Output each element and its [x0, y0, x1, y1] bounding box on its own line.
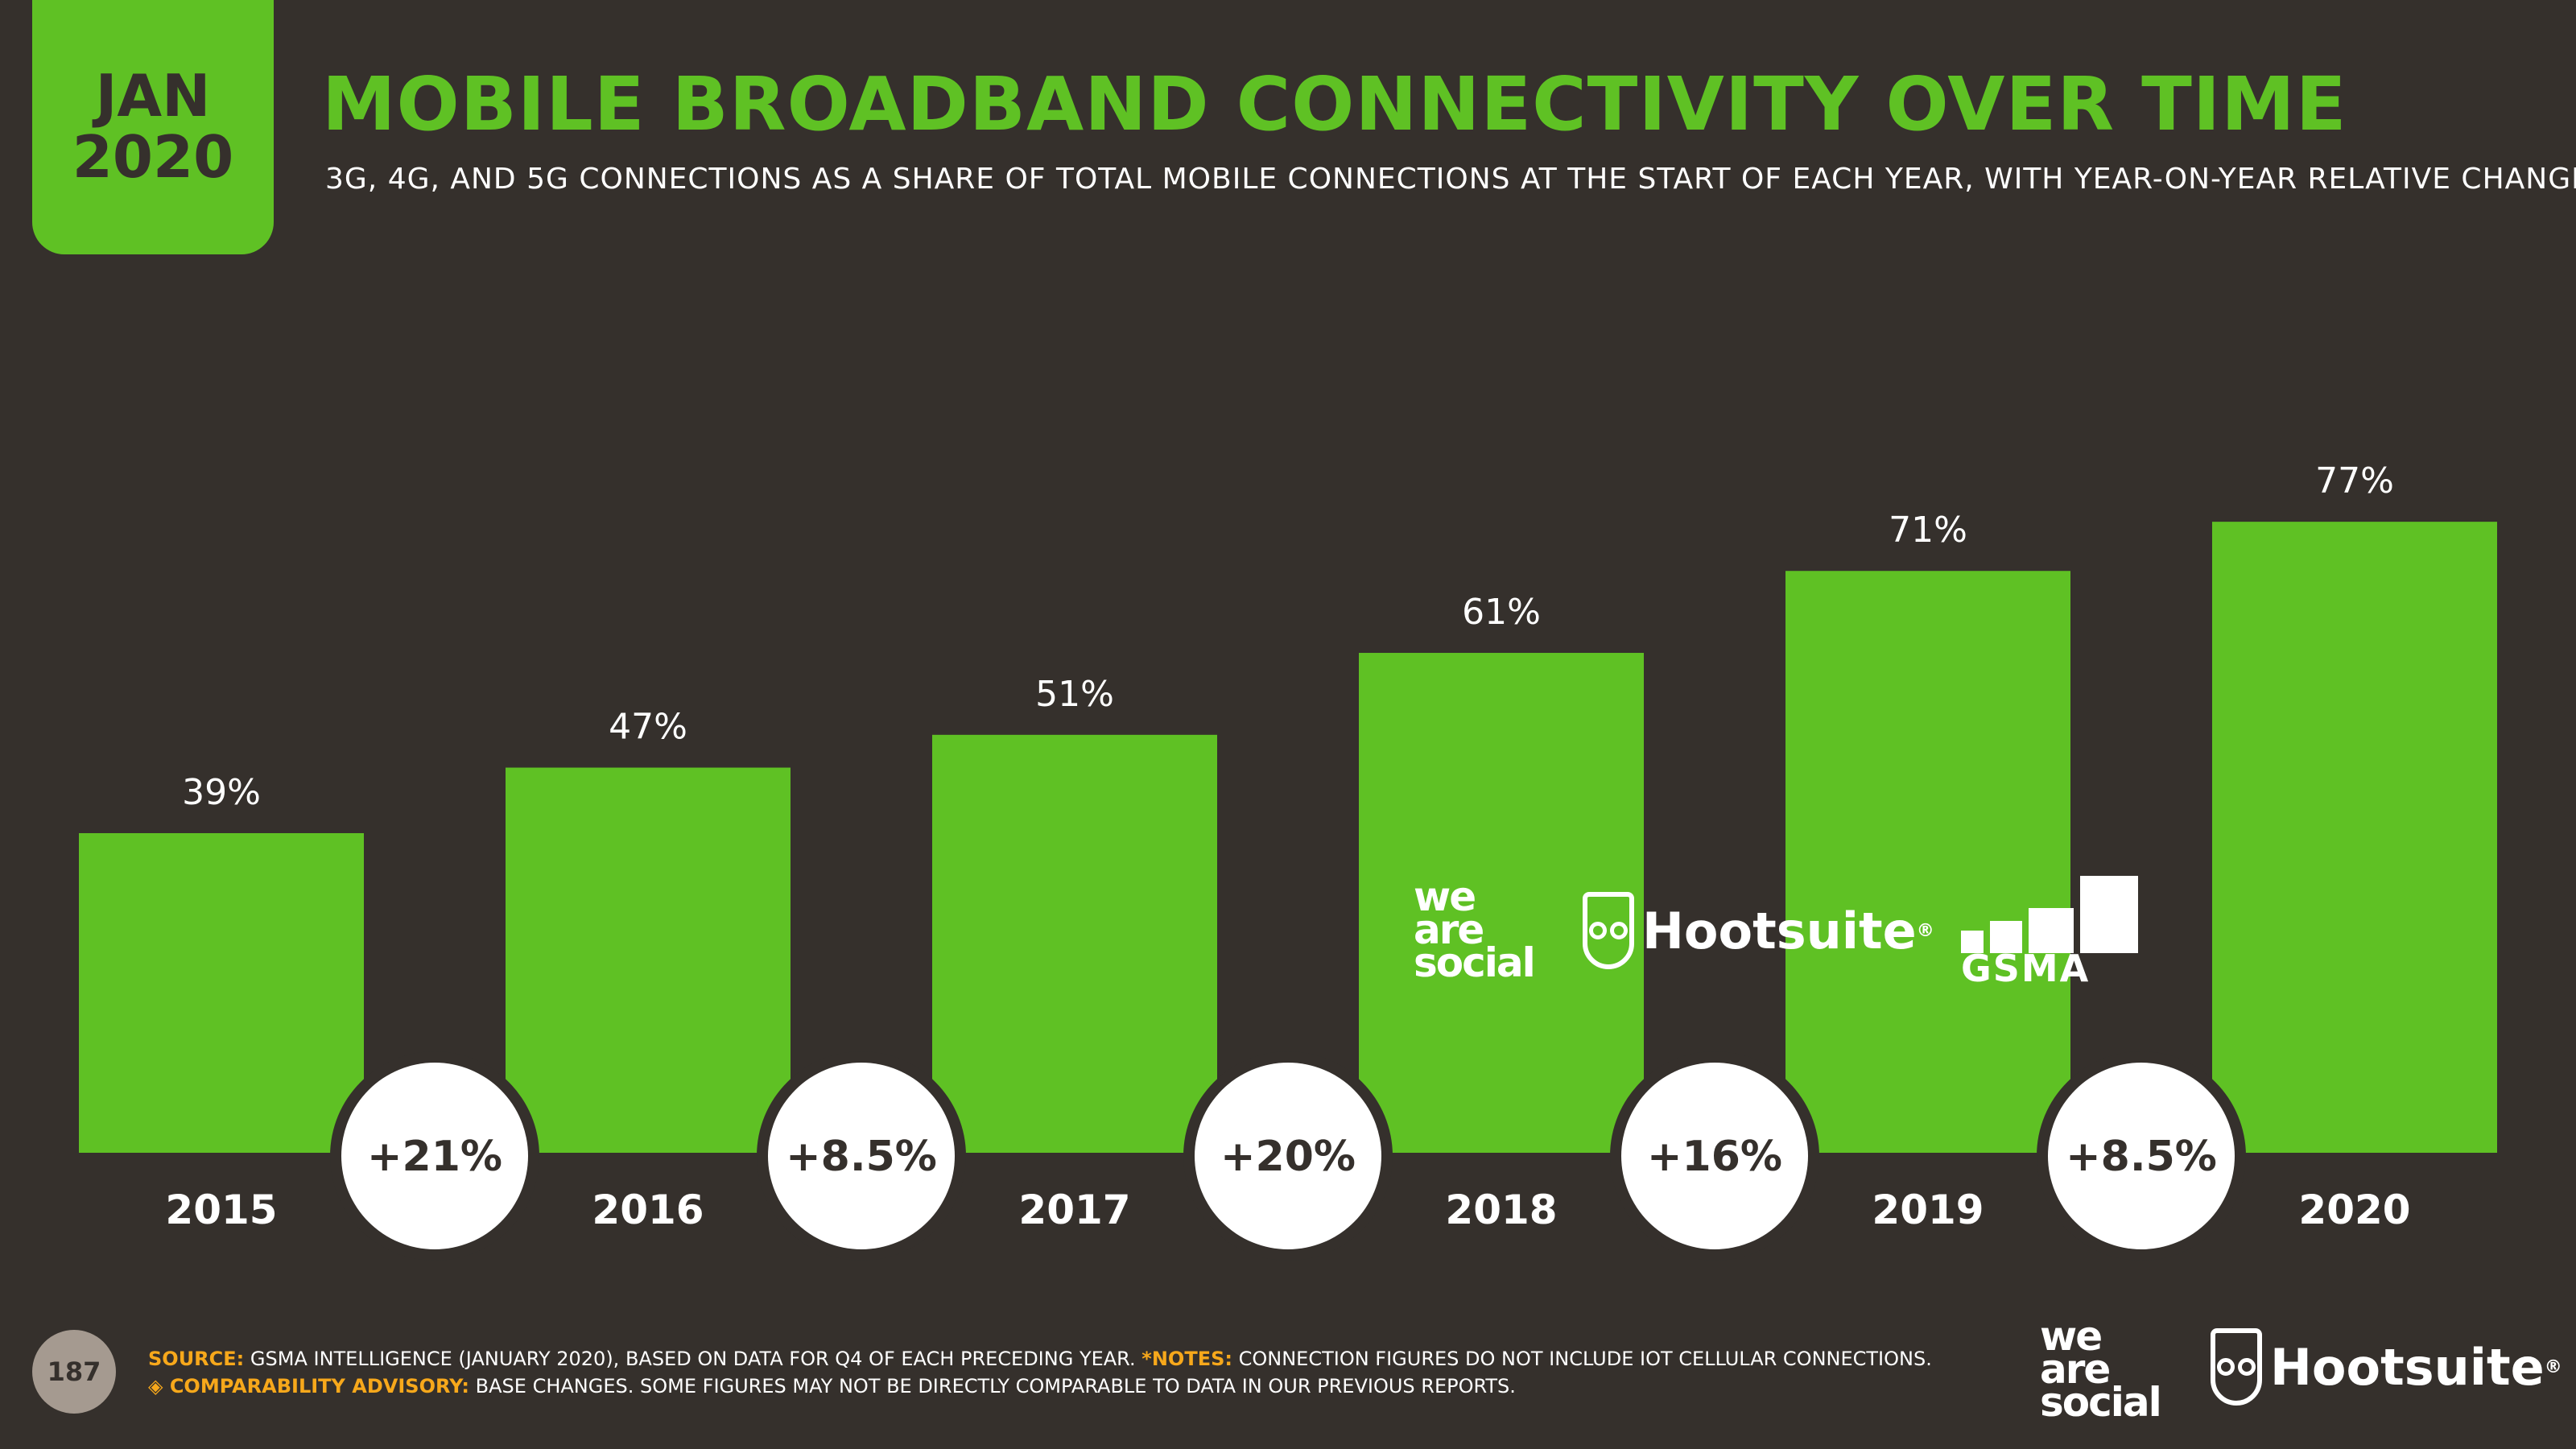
value-label-2020: 77%: [2315, 460, 2394, 502]
footer-logos: we are social: [2040, 1313, 2162, 1426]
change-label-1: +8.5%: [786, 1133, 937, 1181]
value-label-2018: 61%: [1462, 592, 1541, 633]
hootsuite-logo-center: Hootsuite ®: [1583, 892, 1934, 969]
value-label-2019: 71%: [1889, 510, 1967, 551]
change-circle-3: [1621, 1063, 1808, 1249]
advisory-text: BASE CHANGES. SOME FIGURES MAY NOT BE DI…: [475, 1374, 1516, 1397]
change-label-2: +20%: [1220, 1133, 1356, 1181]
owl-icon-footer: [2211, 1328, 2262, 1406]
date-badge: JAN 2020: [32, 0, 274, 254]
bar-2020: [2212, 522, 2497, 1153]
we-are-social-logo: we are social: [1414, 873, 1536, 986]
bar-2019: [1785, 571, 2070, 1153]
notes-text: CONNECTION FIGURES DO NOT INCLUDE IOT CE…: [1238, 1348, 1932, 1370]
change-label-3: +16%: [1647, 1133, 1782, 1181]
change-circle-0: [341, 1063, 528, 1249]
badge-year: 2020: [72, 123, 234, 191]
hootsuite-wordmark: Hootsuite: [1642, 901, 1917, 960]
change-circle-2: [1195, 1063, 1381, 1249]
hootsuite-wordmark-footer: Hootsuite: [2270, 1337, 2545, 1397]
value-label-2016: 47%: [609, 707, 687, 748]
year-label-2015: 2015: [165, 1187, 277, 1233]
owl-icon: [1583, 892, 1634, 969]
page-number: 187: [32, 1330, 116, 1414]
registered-mark: ®: [1916, 920, 1934, 941]
change-label-4: +8.5%: [2066, 1133, 2217, 1181]
page-subtitle: 3G, 4G, AND 5G CONNECTIONS AS A SHARE OF…: [325, 163, 2576, 196]
notes-label: *NOTES:: [1141, 1348, 1232, 1370]
gsma-wordmark: GSMA: [1961, 947, 2091, 990]
bar-chart: 39% 2015 47% 2016 51% 2017 61% 2018 71% 2019 77% 20…: [79, 460, 2497, 1249]
year-label-2017: 2017: [1018, 1187, 1130, 1233]
hootsuite-logo-footer: Hootsuite ®: [2211, 1328, 2562, 1406]
footer-notes: SOURCE: GSMA INTELLIGENCE (JANUARY 2020)…: [148, 1346, 1932, 1400]
value-label-2017: 51%: [1035, 674, 1114, 715]
badge-month: JAN: [95, 62, 211, 130]
change-circle-1: [768, 1063, 955, 1249]
value-label-2015: 39%: [182, 772, 261, 813]
year-label-2018: 2018: [1445, 1187, 1557, 1233]
we-are-social-logo-footer: we are social: [2040, 1313, 2162, 1426]
registered-mark-footer: ®: [2544, 1356, 2562, 1377]
year-label-2016: 2016: [592, 1187, 704, 1233]
bar-2015: [79, 832, 364, 1153]
source-text: GSMA INTELLIGENCE (JANUARY 2020), BASED …: [250, 1348, 1136, 1370]
year-label-2020: 2020: [2298, 1187, 2410, 1233]
bar-2016: [506, 767, 791, 1153]
advisory-label: ◈ COMPARABILITY ADVISORY:: [148, 1374, 470, 1397]
bar-2017: [932, 734, 1217, 1153]
page-title: MOBILE BROADBAND CONNECTIVITY OVER TIME: [322, 61, 2347, 147]
gsma-logo: GSMA: [1961, 869, 2138, 990]
change-label-0: +21%: [367, 1133, 502, 1181]
source-label: SOURCE:: [148, 1348, 245, 1370]
change-circle-4: [2048, 1063, 2235, 1249]
center-logos: we are social: [1414, 873, 1536, 986]
year-label-2019: 2019: [1872, 1187, 1984, 1233]
